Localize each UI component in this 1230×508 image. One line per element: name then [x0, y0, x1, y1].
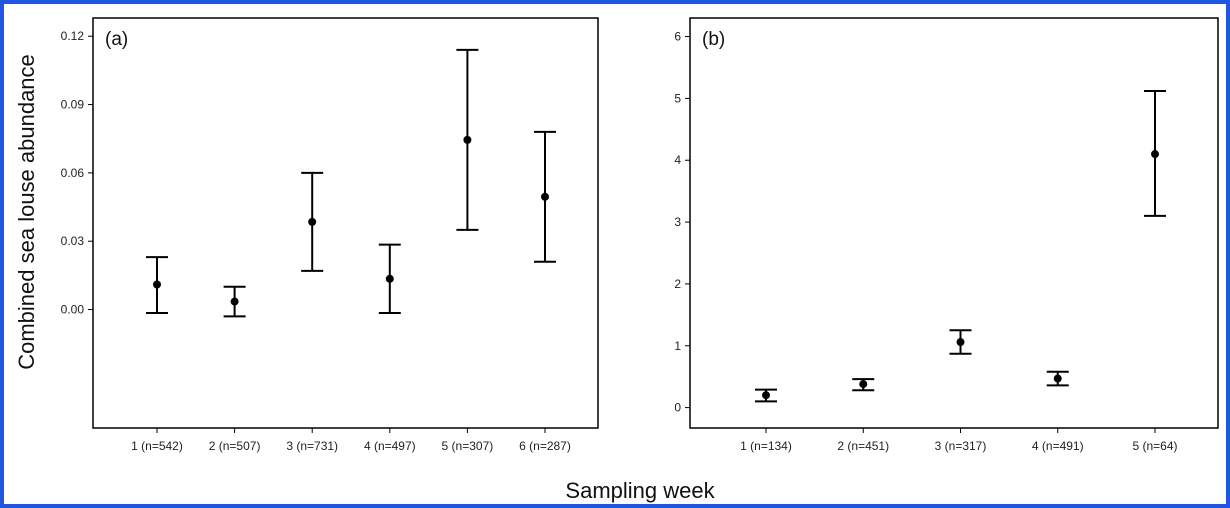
y-tick-label-a-4: 0.12	[61, 29, 85, 43]
panel-b: (b) 0 1 2 3 4 5 6 1 (n=134) 2 (n=451) 3 (n=317) 4 (…	[674, 17, 1219, 453]
data-point-a-3	[385, 274, 394, 283]
y-tick-label-b-1: 1	[674, 339, 681, 353]
y-tick-label-b-4: 4	[674, 153, 681, 167]
x-tick-label-b-3: 4 (n=491)	[1032, 439, 1084, 453]
data-point-a-5	[541, 192, 549, 201]
y-tick-label-b-0: 0	[674, 401, 681, 415]
data-point-a-0	[153, 280, 161, 289]
data-point-b-1	[859, 380, 868, 389]
x-tick-label-a-4: 5 (n=307)	[442, 439, 494, 453]
panel-label-b: (b)	[702, 29, 725, 50]
y-tick-label-b-6: 6	[674, 30, 681, 44]
x-axis-title: Sampling week	[565, 478, 715, 503]
plot-area-border-a	[92, 17, 599, 429]
plot-area-border-b	[689, 17, 1219, 429]
x-tick-label-b-4: 5 (n=64)	[1132, 439, 1177, 453]
data-point-a-4	[463, 135, 472, 144]
x-tick-label-b-1: 2 (n=451)	[837, 439, 889, 453]
panel-a: (a) 0.00 0.03 0.06 0.09 0.12 1 (n=542) 2 (n=507…	[61, 17, 599, 453]
y-tick-label-a-1: 0.03	[61, 234, 85, 248]
data-point-a-2	[308, 217, 317, 226]
y-tick-label-a-2: 0.06	[61, 166, 85, 180]
panel-label-a: (a)	[105, 29, 128, 50]
x-tick-label-a-0: 1 (n=542)	[131, 439, 183, 453]
x-tick-label-a-2: 3 (n=731)	[286, 439, 338, 453]
data-point-b-4	[1151, 150, 1159, 159]
y-tick-label-b-3: 3	[674, 215, 681, 229]
y-tick-label-a-3: 0.09	[61, 98, 85, 112]
data-point-b-0	[762, 391, 770, 400]
y-axis-title: Combined sea louse abundance	[14, 54, 39, 370]
x-tick-label-b-2: 3 (n=317)	[935, 439, 987, 453]
y-tick-label-a-0: 0.00	[61, 303, 85, 317]
x-tick-label-a-5: 6 (n=287)	[519, 439, 571, 453]
y-tick-label-b-2: 2	[674, 277, 681, 291]
data-point-b-3	[1053, 374, 1062, 383]
x-tick-label-a-3: 4 (n=497)	[364, 439, 416, 453]
x-tick-label-b-0: 1 (n=134)	[740, 439, 792, 453]
x-tick-label-a-1: 2 (n=507)	[209, 439, 261, 453]
data-point-a-1	[230, 297, 239, 306]
y-tick-label-b-5: 5	[674, 91, 681, 105]
data-point-b-2	[956, 338, 965, 347]
